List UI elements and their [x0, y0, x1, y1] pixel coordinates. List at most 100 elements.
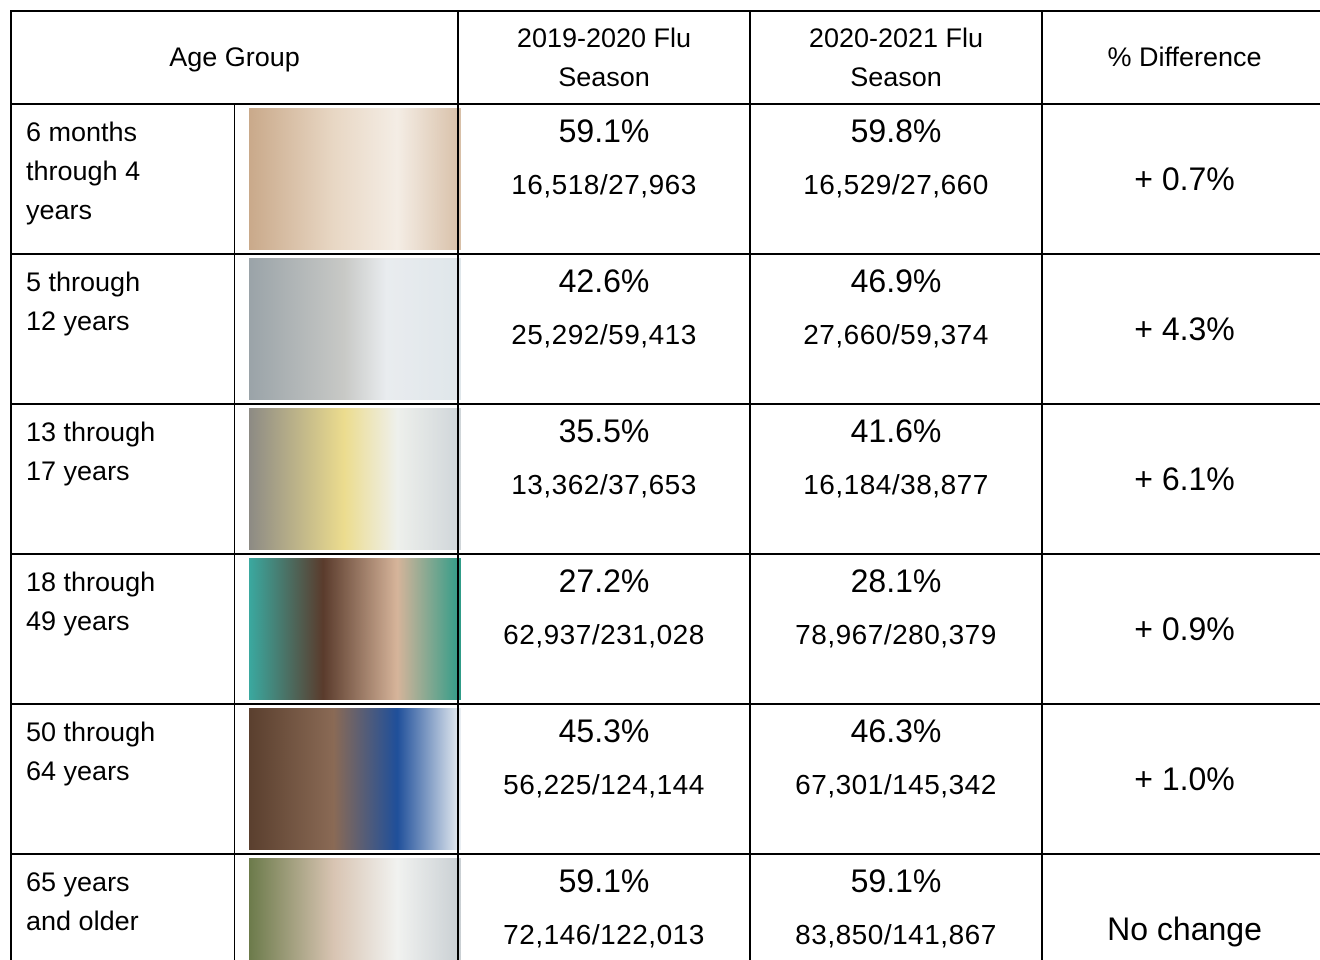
photo	[249, 408, 461, 550]
photo	[249, 108, 461, 250]
rate-cell: 28.1% 78,967/280,379	[750, 554, 1042, 704]
age-group-line: 18 through	[26, 563, 234, 602]
rate-cell: 59.1% 16,518/27,963	[458, 104, 750, 254]
rate-percent: 59.1%	[751, 861, 1041, 901]
photo-cell	[235, 404, 459, 554]
rate-percent: 46.9%	[751, 261, 1041, 301]
rate-percent: 27.2%	[459, 561, 749, 601]
difference: + 6.1%	[1043, 461, 1320, 498]
age-group-line: 13 through	[26, 413, 234, 452]
difference: + 0.7%	[1043, 161, 1320, 198]
difference-cell: + 6.1%	[1042, 404, 1320, 554]
rate-count: 16,184/38,877	[751, 467, 1041, 503]
rate-cell: 41.6%16,184/38,877	[750, 404, 1042, 554]
header-cell: Age Group	[11, 11, 458, 104]
header-text-line: 2019-2020 Flu	[459, 19, 749, 58]
rate-cell: 59.1% 72,146/122,013	[458, 854, 750, 960]
photo-cell	[235, 554, 459, 704]
rate-percent: 35.5%	[459, 411, 749, 451]
difference-cell: No change	[1042, 854, 1320, 960]
rate-percent: 59.1%	[459, 861, 749, 901]
header-text-line: Season	[459, 58, 749, 97]
rate-count: 83,850/141,867	[751, 917, 1041, 953]
header-text-line: Season	[751, 58, 1041, 97]
rate-count: 13,362/37,653	[459, 467, 749, 503]
header-cell: % Difference	[1042, 11, 1320, 104]
rate-count: 16,518/27,963	[459, 167, 749, 203]
rate-percent: 59.1%	[459, 111, 749, 151]
age-group-line: 17 years	[26, 452, 234, 491]
rate-count: 78,967/280,379	[751, 617, 1041, 653]
rate-count: 62,937/231,028	[459, 617, 749, 653]
rate-cell: 45.3% 56,225/124,144	[458, 704, 750, 854]
difference: + 4.3%	[1043, 311, 1320, 348]
photo-cell	[235, 104, 459, 254]
photo-cell	[235, 854, 459, 960]
rate-count: 25,292/59,413	[459, 317, 749, 353]
photo	[249, 858, 461, 960]
photo-cell	[235, 704, 459, 854]
age-group-line: 49 years	[26, 602, 234, 641]
difference-cell: + 1.0%	[1042, 704, 1320, 854]
rate-count: 27,660/59,374	[751, 317, 1041, 353]
difference: + 0.9%	[1043, 611, 1320, 648]
rate-percent: 42.6%	[459, 261, 749, 301]
age-group-line: 5 through	[26, 263, 234, 302]
rate-percent: 28.1%	[751, 561, 1041, 601]
header-text: Age Group	[12, 38, 457, 77]
rate-percent: 45.3%	[459, 711, 749, 751]
difference-cell: + 0.7%	[1042, 104, 1320, 254]
difference-cell: + 0.9%	[1042, 554, 1320, 704]
age-group-line: through 4	[26, 152, 234, 191]
photo	[249, 708, 461, 850]
photo-cell	[235, 254, 459, 404]
rate-cell: 59.8% 16,529/27,660	[750, 104, 1042, 254]
rate-cell: 27.2% 62,937/231,028	[458, 554, 750, 704]
rate-cell: 46.9% 27,660/59,374	[750, 254, 1042, 404]
age-group-line: 65 years	[26, 863, 234, 902]
photo	[249, 558, 461, 700]
age-group-line: 12 years	[26, 302, 234, 341]
age-group-line: 64 years	[26, 752, 234, 791]
header-text: % Difference	[1043, 38, 1320, 77]
rate-cell: 42.6% 25,292/59,413	[458, 254, 750, 404]
difference-cell: + 4.3%	[1042, 254, 1320, 404]
photo	[249, 258, 461, 400]
rate-cell: 59.1% 83,850/141,867	[750, 854, 1042, 960]
age-group-line: 6 months	[26, 113, 234, 152]
difference: + 1.0%	[1043, 761, 1320, 798]
rate-count: 67,301/145,342	[751, 767, 1041, 803]
rate-count: 56,225/124,144	[459, 767, 749, 803]
rate-percent: 59.8%	[751, 111, 1041, 151]
header-text-line: 2020-2021 Flu	[751, 19, 1041, 58]
rate-percent: 46.3%	[751, 711, 1041, 751]
rate-cell: 35.5% 13,362/37,653	[458, 404, 750, 554]
rate-count: 72,146/122,013	[459, 917, 749, 953]
difference: No change	[1043, 911, 1320, 948]
rate-count: 16,529/27,660	[751, 167, 1041, 203]
age-group-line: 50 through	[26, 713, 234, 752]
